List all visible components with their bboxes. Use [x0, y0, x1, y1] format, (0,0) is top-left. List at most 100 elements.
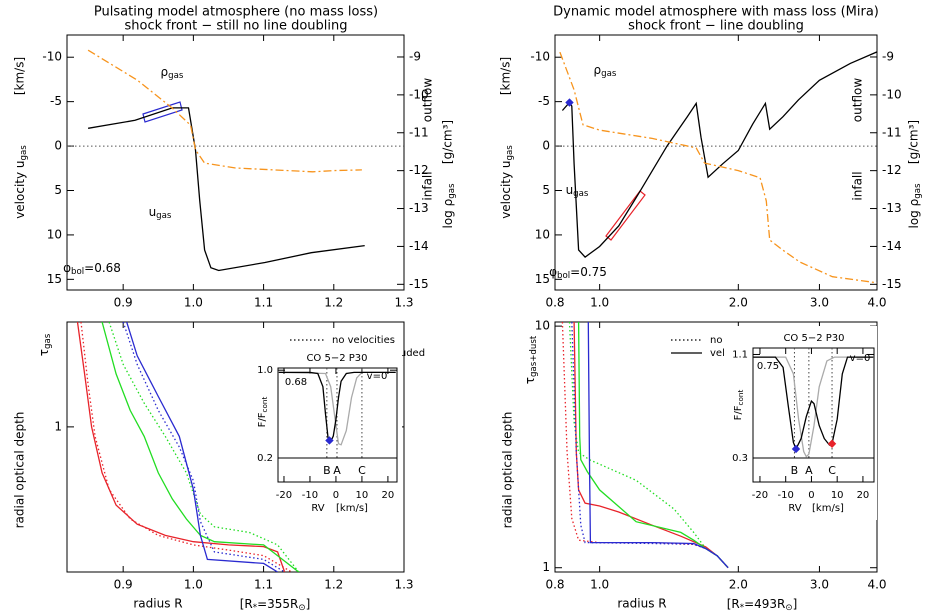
x-tick-label: 1.0: [590, 296, 609, 310]
x-tick-label: -10: [778, 490, 794, 501]
y2-tick-label: -14: [882, 239, 902, 253]
y-tick-label: 1.1: [732, 349, 748, 360]
marker-label: B: [791, 464, 799, 477]
text-part: ⊙: [785, 603, 792, 613]
annotation: outflow: [421, 78, 435, 123]
marker-label: A: [805, 464, 813, 477]
x-tick-label: 0.9: [114, 578, 133, 592]
plot-frame: [66, 34, 405, 291]
text-part: [R: [240, 597, 253, 611]
x-tick-label: 0: [333, 490, 339, 501]
y-tick-label: 0.2: [257, 453, 273, 464]
chart-title: Dynamic model atmosphere with mass loss …: [553, 5, 879, 20]
y2-tick-label: -11: [882, 125, 902, 139]
x-tick-label: 0.8: [545, 296, 564, 310]
text-part: gas: [573, 189, 589, 199]
text-part: gas: [156, 211, 172, 221]
x-tick-label: 1.2: [324, 578, 343, 592]
x-axis-label: RV: [311, 503, 324, 514]
x-axis-label: RV: [788, 503, 801, 514]
y-axis-label: velocity ugas: [499, 145, 515, 219]
x-tick-label: 1.3: [394, 296, 413, 310]
text-part: F/F: [733, 405, 744, 420]
series-line: [126, 322, 278, 572]
y2-axis-label: log ρgas: [441, 183, 457, 228]
x-tick-label: -20: [276, 490, 292, 501]
x-tick-label: 4.0: [867, 578, 886, 592]
text-part: gas: [19, 145, 29, 161]
y-axis-label: radial optical depth: [13, 412, 27, 529]
x-tick-label: 2.0: [729, 578, 748, 592]
annotation: ρgas: [161, 65, 184, 81]
y2-tick-label: -10: [882, 87, 902, 101]
text-part: *: [253, 603, 258, 613]
series-line: [561, 51, 877, 258]
y2-tick-label: -12: [409, 163, 429, 177]
x-tick-label: 10: [831, 490, 844, 501]
x-tick-label: 3.0: [810, 296, 829, 310]
text-part: cont: [736, 390, 745, 406]
inset-background: [725, 326, 877, 520]
text-part: log ρ: [441, 199, 455, 229]
x-axis-label: [km/s]: [812, 503, 844, 514]
x-tick-label: 1.0: [184, 578, 203, 592]
chart-title: CO 5−2 P30: [306, 353, 367, 364]
y-tick-label: 0.3: [732, 453, 748, 464]
y-tick-label: 1.0: [257, 365, 273, 376]
series-line: [87, 107, 365, 272]
annotation: ugas: [566, 183, 589, 199]
x-tick-label: 1.1: [254, 296, 273, 310]
x-axis-label: [R*=493R⊙]: [727, 597, 798, 613]
text-part: =355R: [257, 597, 298, 611]
y-axis-label: τgas+dust: [523, 335, 539, 384]
y-axis-label: τgas: [37, 333, 53, 356]
y2-axis-label: [g/cm³]: [441, 120, 455, 164]
y-tick-label: -5: [538, 94, 550, 108]
annotation: φbol=0.75: [549, 265, 607, 281]
legend-label: no velocities: [332, 335, 395, 346]
point-marker: [565, 98, 574, 107]
text-part: ⊙: [298, 603, 305, 613]
point-marker: [827, 439, 837, 448]
x-axis-label: [R*=355R⊙]: [240, 597, 311, 613]
x-tick-label: 1.1: [254, 578, 273, 592]
y-tick-label: -5: [50, 94, 62, 108]
text-part: u: [149, 205, 157, 219]
y-tick-label: 5: [542, 183, 550, 197]
x-tick-label: 2.0: [729, 296, 748, 310]
x-tick-label: 10: [356, 490, 369, 501]
y-tick-label: -10: [42, 50, 62, 64]
text-part: *: [740, 603, 745, 613]
plot-frame: [554, 34, 878, 291]
text-part: log ρ: [907, 199, 921, 229]
y-axis-label: radial optical depth: [501, 412, 515, 529]
plot-frame: [277, 367, 398, 483]
text-part: φ: [549, 265, 557, 279]
annotation: ugas: [149, 205, 172, 221]
x-tick-label: 0: [808, 490, 814, 501]
x-tick-label: 20: [382, 490, 395, 501]
text-part: cont: [260, 397, 269, 413]
y-axis-label: [km/s]: [499, 57, 513, 95]
x-tick-label: 0.8: [545, 578, 564, 592]
x-tick-label: 1.0: [184, 296, 203, 310]
marker-label: A: [333, 464, 341, 477]
text-part: bol: [71, 267, 84, 277]
y-tick-label: 5: [54, 183, 62, 197]
x-axis-label: radius R: [617, 597, 666, 611]
annotation: v=0: [367, 371, 388, 382]
text-part: [R: [727, 597, 740, 611]
y-tick-label: -10: [530, 50, 550, 64]
series-line: [753, 356, 874, 451]
y-axis-label: velocity ugas: [13, 145, 29, 219]
chart-title: Pulsating model atmosphere (no mass loss…: [94, 5, 378, 20]
y-axis-label: F/Fcont: [733, 390, 745, 421]
series-line: [753, 356, 874, 458]
series-line: [587, 322, 729, 569]
x-axis-label: [km/s]: [336, 503, 368, 514]
x-tick-label: -10: [302, 490, 318, 501]
series-line: [101, 322, 300, 572]
text-part: gas: [505, 145, 515, 161]
x-tick-label: 20: [857, 490, 870, 501]
